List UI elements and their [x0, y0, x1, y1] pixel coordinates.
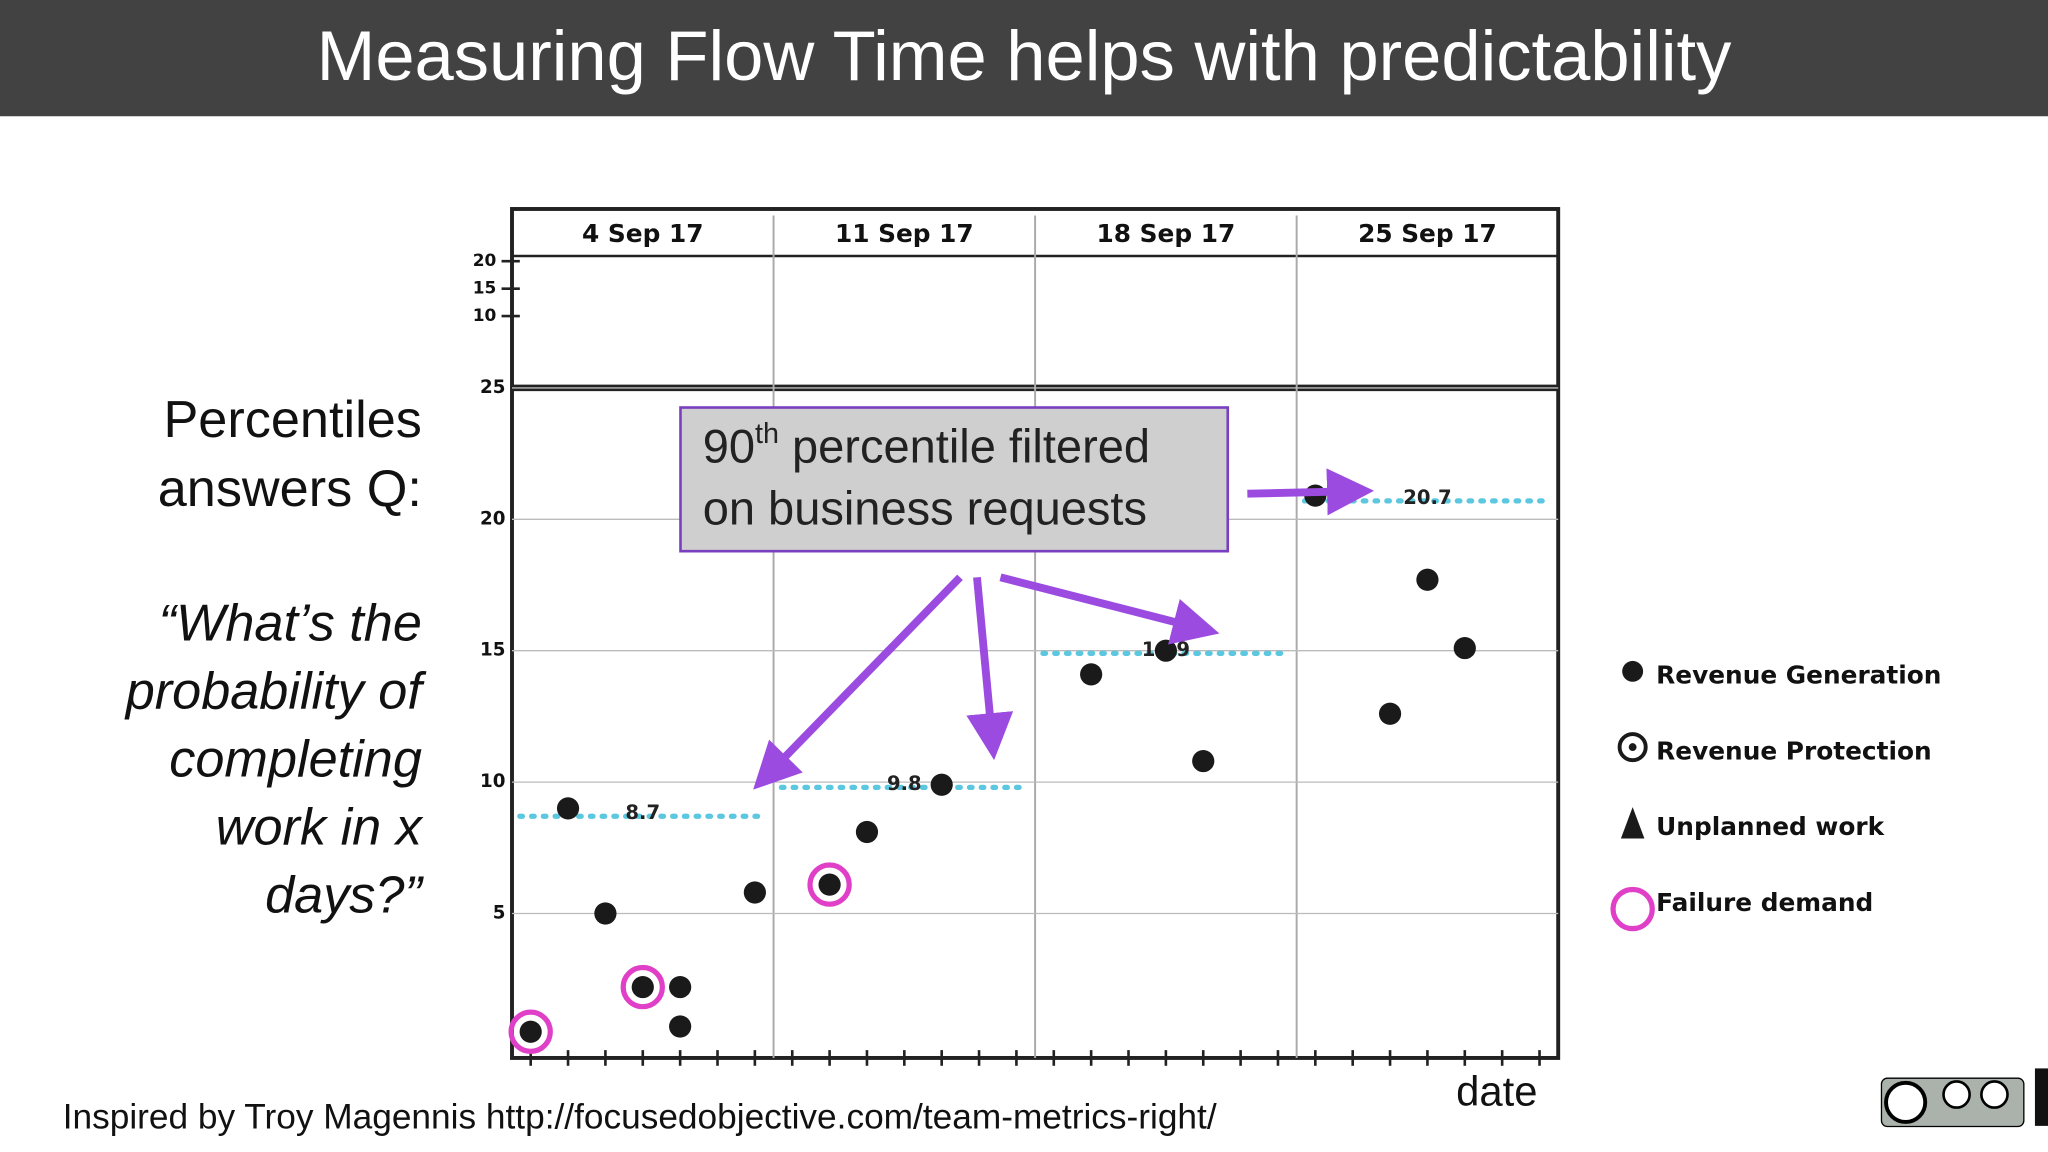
point: [1154, 639, 1177, 662]
failure-ring: [508, 1009, 553, 1054]
side-question: days?”: [265, 866, 424, 924]
point: [855, 820, 879, 844]
failure-ring: [620, 964, 665, 1010]
y-tick-label: 5: [493, 903, 506, 924]
point: [631, 975, 654, 999]
point: [1192, 749, 1215, 773]
point: [1453, 636, 1476, 660]
plot-frame: [510, 207, 1561, 1066]
side-heading: answers Q:: [158, 460, 422, 518]
legend-label: Revenue Protection: [1656, 736, 1932, 765]
point: [519, 1020, 542, 1043]
side-question: work in x: [216, 798, 424, 856]
y-tick-label: 20: [480, 508, 505, 529]
failure-ring: [807, 862, 852, 907]
legend-marker: [1620, 807, 1645, 839]
title: Measuring Flow Time helps with predictab…: [317, 16, 1733, 95]
side-question: completing: [169, 731, 422, 789]
percentile-label: 8.7: [625, 801, 660, 824]
callout-line-2: on business requests: [703, 481, 1147, 534]
point: [1416, 568, 1439, 591]
side-question: probability of: [124, 663, 428, 721]
legend: Revenue Generation Revenue Protection Unpl…: [1610, 660, 1941, 932]
point: [818, 873, 841, 896]
callout-text: percentile filtered: [779, 420, 1150, 473]
legend-marker: [1622, 660, 1644, 682]
point: [743, 881, 766, 904]
point: [1378, 702, 1402, 725]
point: [930, 773, 953, 796]
title-bar: [0, 0, 2048, 117]
legend-label: Failure demand: [1656, 888, 1873, 917]
point: [669, 1015, 692, 1038]
y-tick-label: 25: [480, 377, 505, 398]
point: [594, 902, 617, 925]
legend-marker: [1610, 886, 1655, 932]
y-tick-label: 15: [480, 640, 505, 661]
week-label: 4 Sep 17: [582, 219, 703, 248]
point: [669, 975, 692, 999]
point: [556, 797, 580, 820]
footer: Inspired by Troy Magennis http://focused…: [63, 1098, 1217, 1137]
legend-label: Unplanned work: [1656, 812, 1884, 841]
week-label: 18 Sep 17: [1097, 219, 1236, 248]
plot: 4 Sep 17 11 Sep 17 18 Sep 17 25 Sep 17 5 10 15…: [473, 219, 1559, 1054]
percentile-label: 20.7: [1403, 486, 1451, 509]
percentile-label: 9.8: [887, 772, 922, 795]
side-question: “What’s the: [159, 595, 422, 653]
week-label: 11 Sep 17: [835, 219, 974, 248]
side-heading: Percentiles: [163, 391, 421, 449]
strip-tick-label: 15: [473, 279, 497, 299]
legend-marker: [1628, 743, 1637, 752]
frame-box: [510, 207, 1561, 1060]
strip-tick-label: 10: [473, 306, 497, 326]
y-tick-label: 10: [480, 771, 505, 792]
callout-ordinal: 90: [703, 420, 755, 473]
callout-line-1: 90th percentile filtered: [703, 418, 1150, 474]
legend-label: Revenue Generation: [1656, 661, 1941, 690]
x-axis-label: date: [1456, 1068, 1537, 1115]
cc-badge: [1880, 1068, 2048, 1128]
callout: 90th percentile filtered on business req…: [679, 406, 1230, 553]
callout-suffix: th: [755, 418, 779, 450]
strip-tick-label: 20: [473, 251, 497, 271]
week-label: 25 Sep 17: [1358, 219, 1497, 248]
arrows: [753, 468, 1375, 790]
point: [1080, 663, 1103, 686]
legend-marker: [1617, 732, 1648, 763]
side-text: Percentiles answers Q: “What’s the probabil…: [124, 391, 428, 924]
